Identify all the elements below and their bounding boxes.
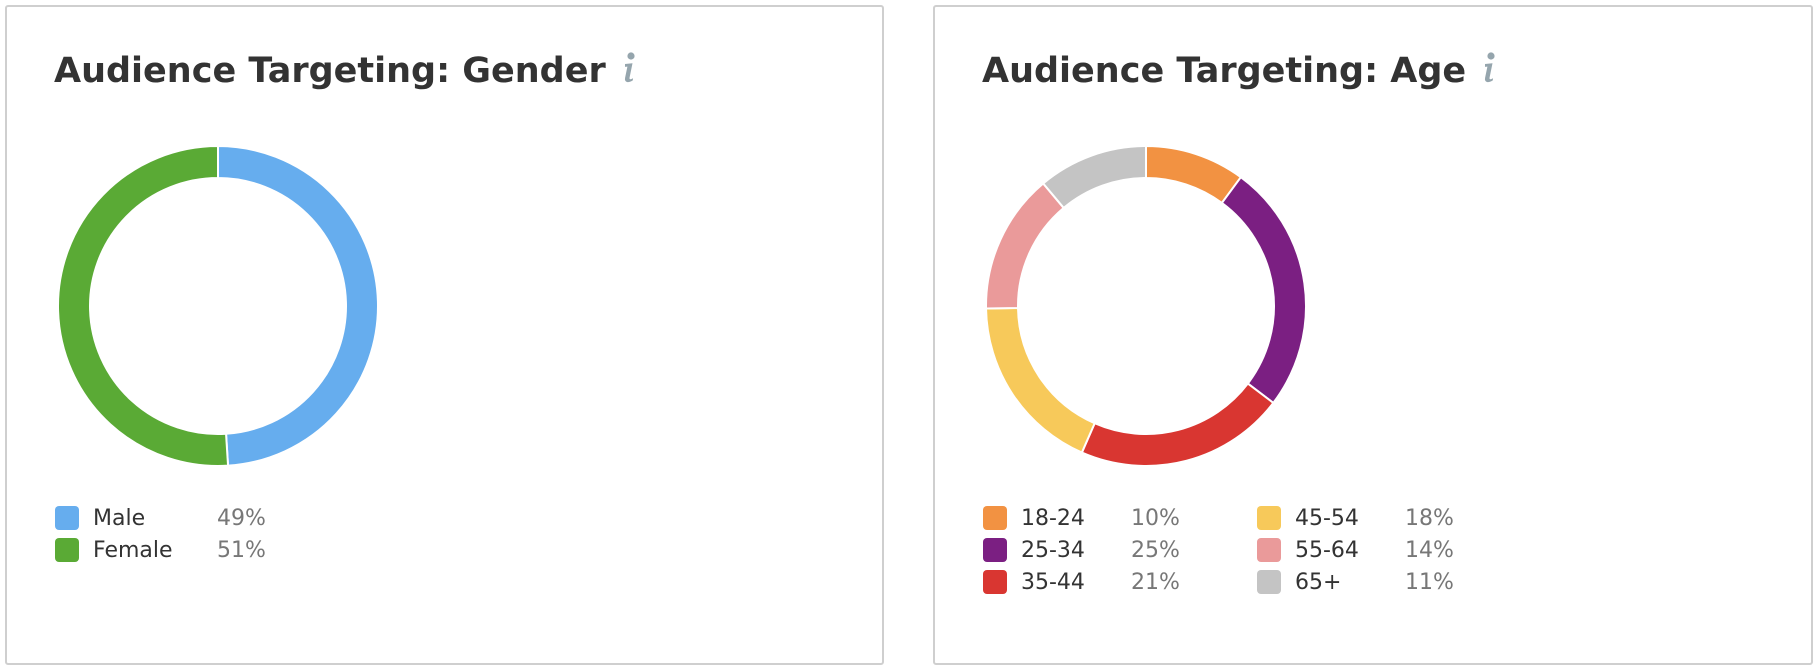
legend-swatch-35-44 [983,570,1007,594]
age-legend-column-1: 18-24 10% 25-34 25% 35-44 21% [983,502,1180,598]
legend-label-female: Female [93,537,173,563]
legend-value-55-64: 14% [1405,537,1454,563]
donut-slice-25-34[interactable] [1220,175,1307,405]
legend-label-male: Male [93,505,146,531]
legend-item-55-64: 55-64 14% [1257,534,1454,566]
legend-label-35-44: 35-44 [1021,569,1085,595]
gender-legend: Male 49% Female 51% [55,502,266,566]
legend-swatch-25-34 [983,538,1007,562]
legend-value-25-34: 25% [1131,537,1180,563]
legend-label-65-plus: 65+ [1295,569,1342,595]
age-card: Audience Targeting: Age 18-24 10% 25-34 … [933,5,1813,665]
donut-slice-18-24[interactable] [1145,144,1243,205]
legend-swatch-55-64 [1257,538,1281,562]
legend-item-18-24: 18-24 10% [983,502,1180,534]
age-donut-chart [985,144,1307,467]
info-icon[interactable] [620,49,638,85]
donut-slice-65-plus[interactable] [1041,144,1147,210]
legend-swatch-female [55,538,79,562]
legend-item-25-34: 25-34 25% [983,534,1180,566]
gender-card-title: Audience Targeting: Gender [54,51,606,91]
legend-value-male: 49% [217,505,266,531]
legend-value-45-54: 18% [1405,505,1454,531]
legend-item-female: Female 51% [55,534,266,566]
donut-slice-35-44[interactable] [1080,382,1275,467]
legend-item-male: Male 49% [55,502,266,534]
legend-swatch-65-plus [1257,570,1281,594]
donut-slice-female[interactable] [56,144,230,467]
gender-card: Audience Targeting: Gender Male 49% Fema… [5,5,884,665]
legend-label-18-24: 18-24 [1021,505,1085,531]
legend-item-65-plus: 65+ 11% [1257,566,1454,598]
info-icon[interactable] [1480,49,1498,85]
legend-swatch-male [55,506,79,530]
legend-label-55-64: 55-64 [1295,537,1359,563]
legend-label-25-34: 25-34 [1021,537,1085,563]
legend-swatch-18-24 [983,506,1007,530]
gender-donut-chart [56,144,379,467]
legend-label-45-54: 45-54 [1295,505,1359,531]
legend-value-female: 51% [217,537,266,563]
legend-value-35-44: 21% [1131,569,1180,595]
gender-card-title-row: Audience Targeting: Gender [54,49,638,93]
age-card-title-row: Audience Targeting: Age [982,49,1498,93]
legend-value-18-24: 10% [1131,505,1180,531]
legend-swatch-45-54 [1257,506,1281,530]
legend-value-65-plus: 11% [1405,569,1454,595]
donut-slice-male[interactable] [217,144,379,467]
legend-item-45-54: 45-54 18% [1257,502,1454,534]
age-card-title: Audience Targeting: Age [982,51,1467,91]
donut-slice-55-64[interactable] [985,182,1066,310]
donut-slice-45-54[interactable] [985,307,1096,454]
legend-item-35-44: 35-44 21% [983,566,1180,598]
age-legend-column-2: 45-54 18% 55-64 14% 65+ 11% [1257,502,1454,598]
